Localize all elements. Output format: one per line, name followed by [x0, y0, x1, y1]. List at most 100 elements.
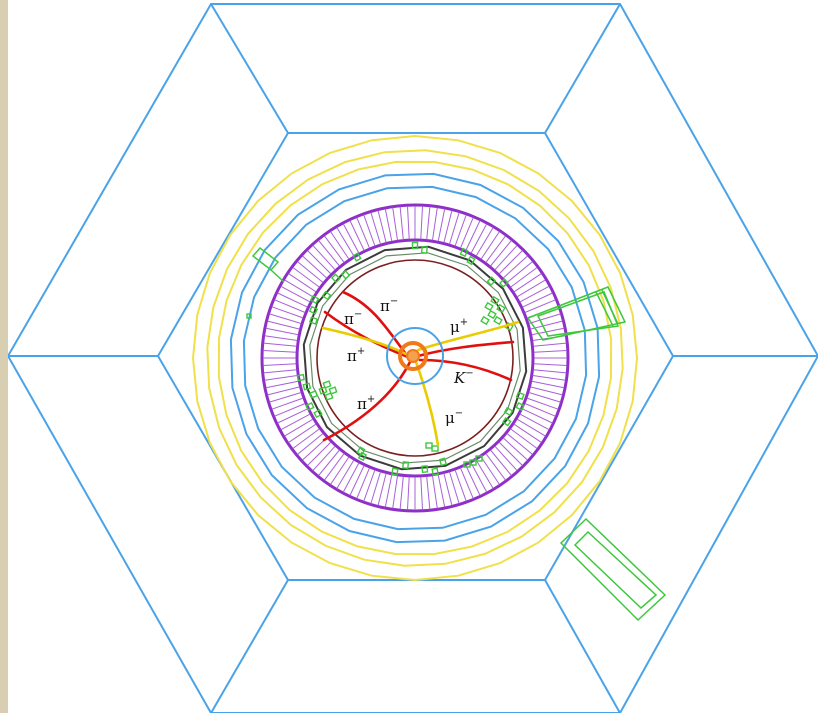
hit-cell — [515, 391, 525, 401]
calorimeter-cell — [516, 279, 546, 298]
hit-cell — [466, 255, 476, 266]
calorimeter-cell — [267, 320, 300, 330]
calorimeter-cell — [460, 467, 474, 499]
calorimeter-cell — [312, 445, 336, 471]
solenoid-rings — [191, 134, 639, 582]
calorimeter-cell — [490, 240, 512, 267]
hit-cell — [340, 269, 351, 280]
calorimeter-cell — [432, 475, 438, 509]
calorimeter-cell — [356, 467, 370, 499]
hit-cell — [438, 457, 448, 467]
inner-detector-boundary — [316, 259, 514, 457]
calorimeter-cell — [302, 255, 328, 279]
calorimeter-cell — [480, 231, 500, 260]
hit-cell — [459, 247, 469, 258]
hit-cell — [302, 382, 312, 391]
calorimeter-cell — [288, 423, 317, 443]
calorimeter-cell — [336, 459, 355, 489]
track-mu-plus — [416, 320, 520, 352]
calorimeter-cell — [449, 212, 460, 245]
calorimeter-cell — [392, 475, 398, 509]
calorimeter-cell — [277, 292, 308, 308]
calorimeter-cell — [510, 267, 538, 288]
calorimeter-cell — [494, 245, 518, 271]
calorimeter-cell — [263, 342, 297, 347]
hit-cell — [357, 451, 367, 462]
calorimeter-cell — [528, 392, 561, 403]
calorimeter-cell — [297, 433, 324, 455]
inner-detector — [302, 245, 528, 471]
track-pion-right-lower — [418, 358, 513, 382]
hit-cell — [246, 313, 252, 319]
calorimeter-cell — [524, 299, 556, 313]
muon-hit-strip — [270, 269, 285, 283]
label-pi-minus-upper: π− — [380, 296, 398, 315]
hit-cell — [503, 406, 514, 417]
calorimeter-cell — [263, 369, 297, 374]
calorimeter-cell — [465, 465, 481, 496]
solenoid-ring — [191, 134, 639, 582]
calorimeter-cell — [288, 273, 317, 293]
calorimeter-cell — [426, 476, 431, 510]
calorimeter-cell — [443, 210, 453, 243]
solenoid-ring — [206, 149, 624, 567]
calorimeter-cell — [513, 273, 542, 293]
calorimeter-cell — [370, 471, 381, 504]
calorimeter-cell — [510, 428, 538, 449]
hit-cell — [322, 380, 332, 389]
tracker-ring — [229, 172, 601, 544]
calorimeter-cell — [465, 220, 481, 251]
track-pion-right — [416, 340, 515, 358]
calorimeter-cell — [533, 369, 567, 374]
hit-cell — [356, 446, 366, 456]
calorimeter-cell — [470, 462, 488, 493]
hit-cell — [308, 390, 319, 399]
calorimeter-cell — [349, 220, 365, 251]
calorimeter-cell — [302, 437, 328, 461]
calorimeter-cell — [526, 397, 559, 410]
hit-cell — [487, 309, 497, 320]
calorimeter-cell — [292, 267, 320, 288]
calorimeter-cell — [490, 449, 512, 476]
calorimeter-cell — [522, 408, 553, 424]
calorimeter-cell — [522, 292, 553, 308]
calorimeter-cell — [265, 327, 299, 336]
particle-labels: π− π− π+ π+ μ+ K− μ− — [344, 296, 474, 427]
calorimeter-cell — [533, 342, 567, 347]
calorimeter-cell — [349, 465, 365, 496]
muon-chamber-hits — [251, 246, 667, 622]
calorimeter-cell — [330, 231, 350, 260]
event-display: π− π− π+ π+ μ+ K− μ− — [8, 3, 818, 713]
hex-spoke — [210, 3, 289, 134]
calorimeter-cell — [533, 363, 567, 366]
calorimeter-cell — [454, 214, 467, 247]
calorimeter-cell — [263, 350, 297, 353]
calorimeter-cell — [506, 433, 533, 455]
calorimeter-cell — [324, 235, 345, 263]
calorimeter-cell — [480, 456, 500, 485]
hit-cell — [501, 416, 512, 427]
muon-hit-box-lower-right — [559, 517, 667, 622]
calorimeter-cell — [530, 386, 563, 396]
label-pi-plus-mid: π+ — [347, 346, 365, 365]
calorimeter-cell — [277, 408, 308, 424]
calorimeter-cell — [485, 235, 506, 263]
detector-hits — [246, 241, 525, 476]
hex-spoke — [544, 3, 621, 134]
hit-cell — [484, 301, 494, 312]
calorimeter-cell — [280, 285, 311, 303]
particle-tracks — [321, 290, 520, 447]
inner-detector-outer-layer — [302, 245, 528, 471]
hit-cell — [425, 442, 433, 449]
calorimeter-cell — [528, 313, 561, 324]
calorimeter-cell — [531, 327, 565, 336]
calorimeter-cell — [449, 471, 460, 504]
hit-cell — [330, 273, 341, 284]
calorimeter-cell — [271, 306, 304, 319]
label-mu-plus: μ+ — [450, 317, 468, 336]
label-pi-plus-low: π+ — [357, 394, 375, 413]
hit-cell — [352, 252, 362, 262]
tracker-ring — [242, 185, 588, 531]
hit-cell — [308, 305, 319, 315]
calorimeter-cell — [516, 418, 546, 437]
